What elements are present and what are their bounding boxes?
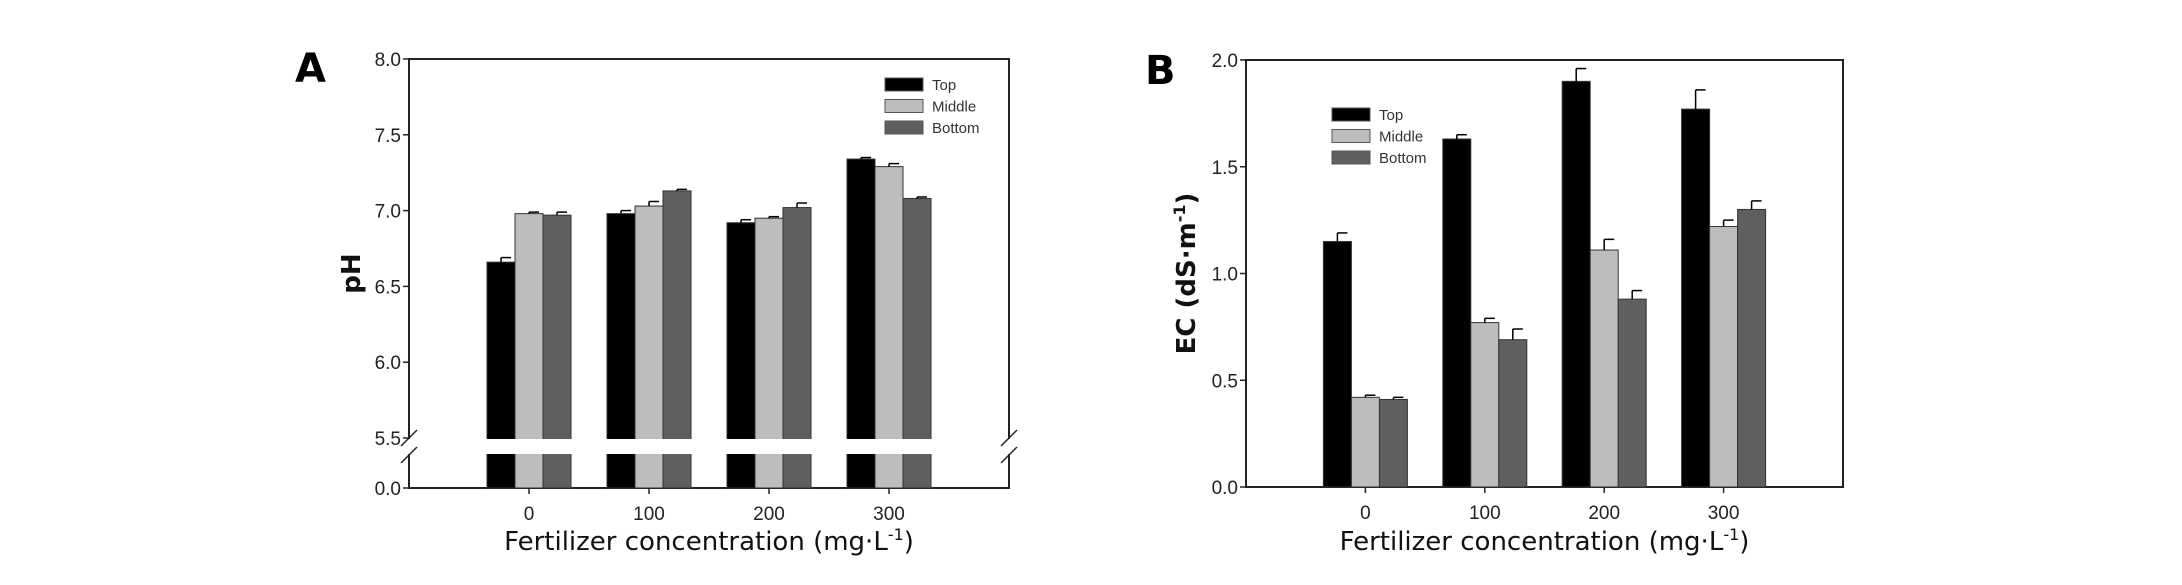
y-tick-label: 0.5 [1212, 371, 1238, 392]
y-tick-label: 0.0 [1212, 478, 1238, 499]
bar-bottom-300 [1737, 208, 1767, 488]
bar-top-200 [1561, 80, 1591, 488]
legend-swatch-top [884, 77, 924, 92]
x-tick-label: 100 [1469, 503, 1501, 524]
legend-label-bottom: Bottom [932, 120, 980, 137]
y-axis-label-text: EC (dS·m [1172, 222, 1202, 354]
x-axis-label-sup: -1 [1723, 525, 1739, 544]
bar-middle-200 [1589, 249, 1619, 488]
legend: Top Middle Bottom [1331, 107, 1427, 167]
bar-bottom-100 [662, 190, 692, 489]
legend-label-middle: Middle [932, 99, 976, 116]
bar-middle-0 [1350, 396, 1380, 488]
bar-top-300 [1681, 108, 1711, 488]
axis-break-mark [1000, 446, 1018, 464]
y-tick-label: 5.5 [375, 429, 401, 450]
y-axis-label-close: ) [1172, 193, 1202, 205]
legend-label-top: Top [1379, 107, 1403, 124]
bar-top-300 [846, 158, 876, 489]
y-tick-label: 0.0 [375, 479, 401, 500]
legend-swatch-bottom [1331, 150, 1371, 165]
y-tick-label: 1.0 [1212, 265, 1238, 286]
legend-swatch-middle [1331, 129, 1371, 143]
y-tick-label: 8.0 [375, 50, 401, 71]
x-tick-label: 100 [633, 504, 665, 525]
y-axis-label-text: pH [337, 253, 367, 293]
x-tick-label: 0 [1360, 503, 1371, 524]
bar-bottom-100 [1498, 339, 1528, 488]
bar-bottom-200 [1617, 298, 1647, 488]
bar-bottom-0 [1378, 398, 1408, 488]
x-axis-label-text: Fertilizer concentration (mg·L [1340, 527, 1724, 557]
legend-swatch-top [1331, 107, 1371, 122]
x-axis-label-close: ) [1739, 527, 1749, 557]
chart-a: 0.0 5.5 6.0 6.5 7.0 7.5 8.0 0 100 200 300Fertilize… [295, 46, 1029, 557]
bar-top-0 [1322, 240, 1352, 488]
y-axis-label-sup: -1 [1170, 205, 1189, 223]
x-axis-label: Fertilizer concentration (mg·L-1) [504, 525, 914, 557]
panel-label: A [295, 46, 326, 92]
y-axis-label: pH [337, 253, 367, 293]
y-tick-label: 1.5 [1212, 158, 1238, 179]
bar-top-100 [1442, 138, 1472, 488]
y-tick-label: 7.5 [375, 126, 401, 147]
y-axis-label: EC (dS·m-1) [1170, 193, 1202, 355]
legend-label-middle: Middle [1379, 129, 1423, 146]
axis-break-mark [1000, 429, 1018, 447]
plot-frame [408, 58, 1010, 489]
bar-middle-100 [1470, 322, 1500, 488]
legend-swatch-middle [884, 99, 924, 113]
x-axis-label-close: ) [904, 527, 914, 557]
x-tick-label: 300 [873, 504, 905, 525]
x-tick-label: 200 [1588, 503, 1620, 524]
legend: Top Middle Bottom [884, 77, 980, 137]
legend-swatch-bottom [884, 120, 924, 135]
x-axis-label-sup: -1 [888, 525, 904, 544]
x-axis-label-text: Fertilizer concentration (mg·L [504, 527, 888, 557]
y-tick-label: 7.0 [375, 202, 401, 223]
panel-label: B [1145, 48, 1176, 94]
y-tick-label: 2.0 [1212, 51, 1238, 72]
y-tick-label: 6.0 [375, 353, 401, 374]
x-axis-label: Fertilizer concentration (mg·L-1) [1340, 525, 1750, 557]
legend-label-bottom: Bottom [1379, 150, 1427, 167]
x-tick-label: 300 [1708, 503, 1740, 524]
bar-top-0 [486, 261, 516, 489]
x-tick-label: 200 [753, 504, 785, 525]
axis-break-mark [400, 446, 418, 464]
y-tick-label: 6.5 [375, 277, 401, 298]
x-tick-label: 0 [524, 504, 535, 525]
legend-label-top: Top [932, 77, 956, 94]
bar-middle-300 [1709, 226, 1739, 488]
axis-break-gap [389, 439, 1029, 454]
